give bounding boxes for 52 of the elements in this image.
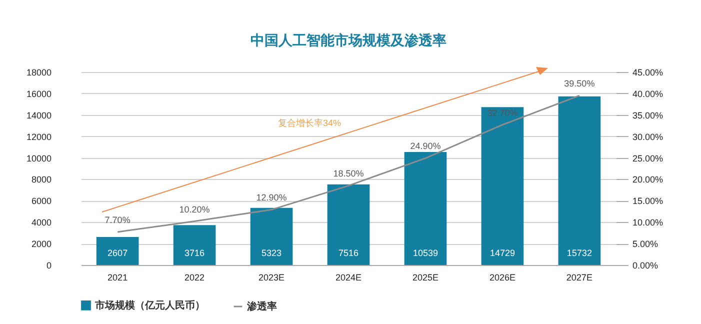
data-label: 7.70% — [104, 214, 130, 225]
y-tick-label: 6000 — [31, 196, 52, 206]
bar — [173, 225, 216, 265]
data-label: 39.50% — [564, 78, 595, 89]
bar — [250, 208, 293, 265]
chart-title: 中国人工智能市场规模及渗透率 — [250, 32, 446, 48]
y2-tick-label: 15.00% — [632, 196, 664, 206]
data-label: 15732 — [566, 248, 592, 258]
y2-tick-label: 20.00% — [632, 174, 664, 185]
y-tick-label: 10000 — [26, 153, 52, 164]
x-tick-label: 2021 — [108, 272, 128, 282]
y-tick-label: 0 — [46, 260, 52, 270]
y2-tick-label: 25.00% — [632, 153, 664, 164]
x-tick-label: 2027E — [566, 272, 592, 282]
y-tick-label: 4000 — [31, 218, 52, 228]
bar — [558, 96, 601, 265]
data-label: 7516 — [338, 248, 359, 258]
data-label: 12.90% — [256, 192, 287, 203]
legend-label: 渗透率 — [246, 300, 277, 312]
bar — [481, 107, 524, 265]
y2-tick-label: 0.00% — [632, 260, 658, 270]
y-tick-label: 14000 — [26, 110, 52, 120]
y-tick-label: 18000 — [26, 68, 52, 78]
x-tick-label: 2026E — [489, 272, 516, 282]
data-label: 5323 — [262, 248, 282, 258]
y2-tick-label: 45.00% — [632, 68, 664, 78]
data-label: 10539 — [412, 248, 438, 258]
y2-tick-label: 35.00% — [632, 110, 664, 120]
data-label: 32.70% — [487, 108, 518, 118]
data-label: 3716 — [184, 248, 205, 258]
y-tick-label: 16000 — [26, 88, 52, 99]
y2-tick-label: 5.00% — [632, 239, 658, 250]
y2-tick-label: 10.00% — [632, 218, 664, 228]
data-label: 24.90% — [410, 141, 441, 152]
data-label: 10.20% — [179, 204, 210, 214]
x-tick-label: 2023E — [258, 272, 285, 282]
data-label: 18.50% — [333, 168, 364, 179]
y-tick-label: 12000 — [26, 132, 52, 142]
x-tick-label: 2025E — [412, 272, 438, 282]
y2-tick-label: 40.00% — [632, 88, 664, 99]
data-label: 14729 — [490, 248, 515, 258]
x-tick-label: 2022 — [184, 272, 205, 282]
bar — [96, 237, 139, 265]
annotation: 复合增长率34% — [278, 118, 342, 128]
y-tick-label: 2000 — [31, 239, 52, 250]
data-label: 2607 — [108, 248, 128, 258]
y2-tick-label: 30.00% — [632, 132, 664, 142]
y-tick-label: 8000 — [31, 174, 52, 185]
x-tick-label: 2024E — [335, 272, 362, 282]
bar — [327, 184, 370, 265]
bar — [404, 152, 447, 265]
legend-label: 市场规模（亿元人民币） — [94, 299, 205, 312]
